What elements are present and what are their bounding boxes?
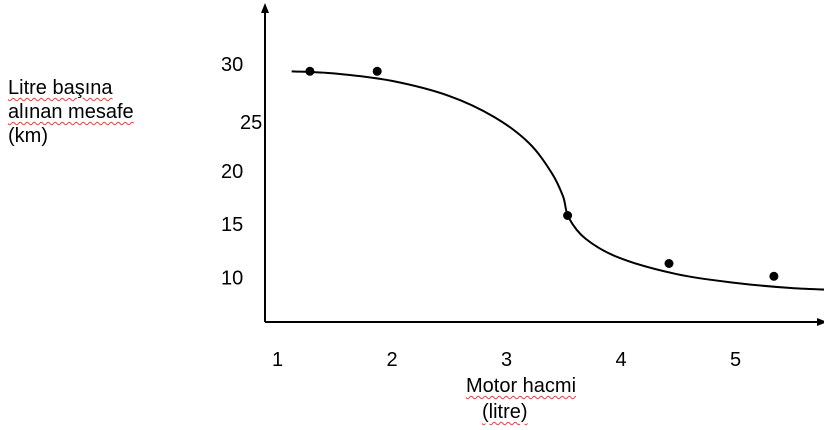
x-axis-label: Motor hacmi (litre) [466, 373, 576, 425]
y-tick-labels: 30 25 20 15 10 [221, 54, 262, 290]
x-tick-label: 3 [501, 349, 512, 371]
x-axis-label-line-1: Motor hacmi [466, 375, 577, 397]
data-point [664, 259, 674, 268]
x-axis-label-line-2: (litre) [482, 401, 528, 423]
y-axis-label-line-2: alınan mesafe [8, 101, 134, 123]
x-tick-label: 1 [272, 349, 283, 371]
x-tick-label: 4 [616, 349, 627, 371]
y-tick-label: 15 [221, 214, 243, 236]
data-point [372, 66, 382, 76]
y-tick-label: 20 [221, 161, 243, 183]
x-tick-label: 2 [387, 349, 398, 371]
fit-curve [291, 70, 824, 291]
y-axis-label: Litre başına alınan mesafe (km) [8, 76, 134, 148]
y-axis-label-line-1: Litre başına [8, 77, 113, 99]
y-tick-label: 25 [240, 112, 262, 134]
y-tick-label: 10 [221, 268, 243, 290]
y-axis-label-line-3: (km) [8, 125, 48, 147]
data-points [305, 66, 779, 281]
x-tick-label: 5 [730, 349, 741, 371]
y-tick-label: 30 [221, 54, 243, 76]
data-point [563, 211, 573, 220]
data-point [769, 271, 779, 281]
data-point [305, 66, 315, 76]
x-tick-labels: 1 2 3 4 5 [272, 349, 741, 371]
